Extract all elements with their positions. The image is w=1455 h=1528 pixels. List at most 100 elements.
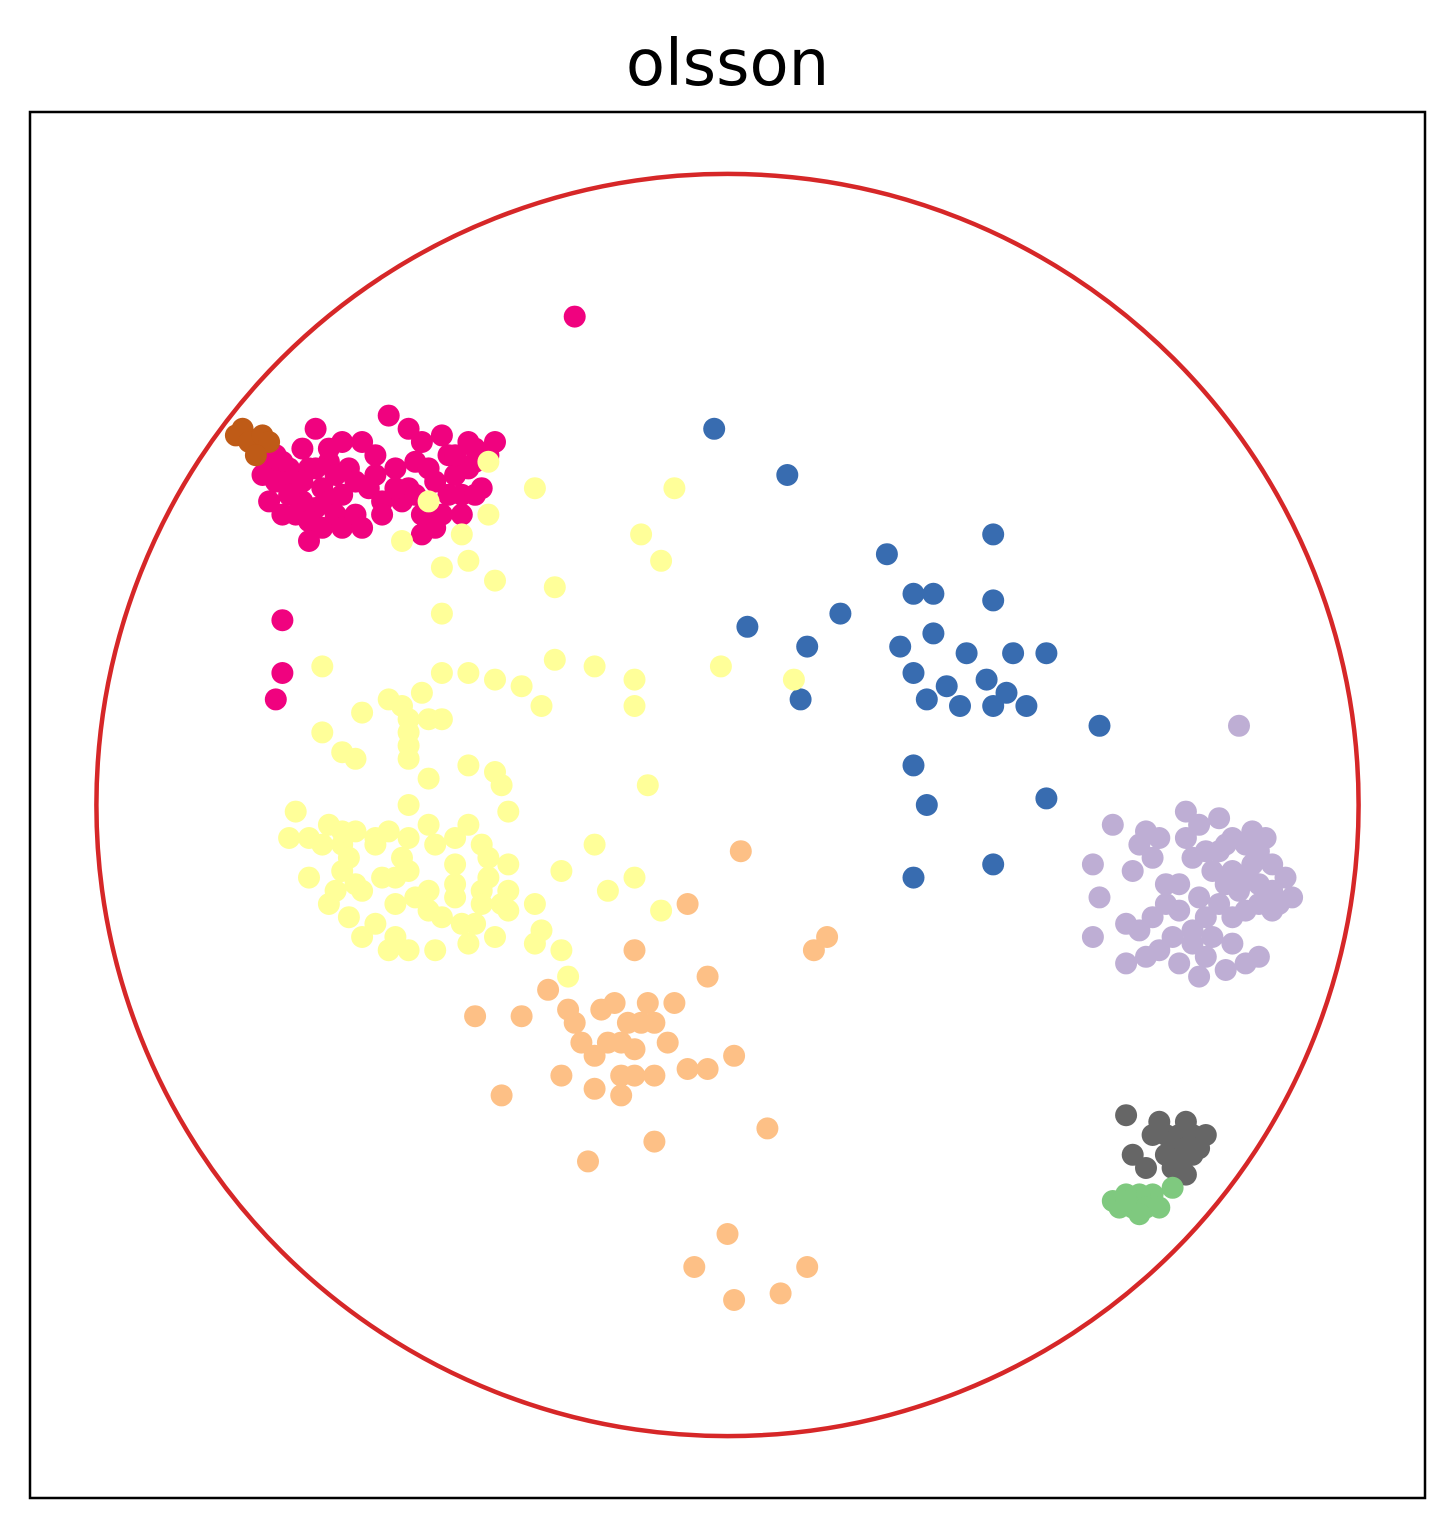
data-point — [583, 1044, 606, 1067]
data-point — [1247, 945, 1270, 968]
data-point — [736, 615, 759, 638]
data-point — [397, 827, 420, 849]
data-point — [410, 681, 433, 704]
data-point — [802, 939, 825, 962]
data-point — [317, 893, 340, 915]
data-point — [523, 893, 546, 915]
data-point — [1081, 926, 1104, 948]
data-point — [457, 431, 480, 453]
data-point — [982, 523, 1005, 546]
data-point — [1188, 965, 1211, 988]
data-point — [1115, 952, 1138, 975]
data-point — [630, 523, 653, 546]
data-point — [543, 648, 566, 671]
data-point — [902, 662, 925, 684]
data-point — [982, 695, 1005, 717]
data-point — [477, 450, 500, 473]
data-point — [1115, 1190, 1138, 1212]
data-point — [1214, 959, 1237, 981]
plot-frame — [28, 110, 1427, 1500]
data-point — [650, 899, 673, 922]
data-point — [1101, 813, 1124, 836]
data-point — [430, 556, 453, 579]
data-point — [789, 688, 812, 711]
data-point — [1081, 853, 1104, 876]
data-point — [344, 747, 367, 770]
data-point — [769, 1282, 792, 1305]
data-point — [1181, 846, 1204, 869]
data-point — [683, 1256, 706, 1278]
data-point — [430, 708, 453, 731]
data-point — [875, 543, 898, 566]
data-point — [484, 569, 506, 592]
data-point — [663, 477, 686, 500]
data-point — [271, 662, 294, 684]
data-point — [756, 1117, 779, 1140]
data-point — [603, 992, 626, 1014]
data-point — [457, 549, 480, 572]
data-point — [384, 866, 407, 889]
data-point — [477, 503, 500, 526]
data-point — [557, 965, 580, 988]
data-point — [1188, 813, 1211, 836]
data-point — [484, 926, 506, 948]
data-point — [311, 655, 334, 678]
data-point — [550, 939, 573, 962]
data-point — [1121, 860, 1144, 882]
data-point — [450, 503, 473, 526]
data-point — [490, 893, 513, 915]
data-point — [1194, 945, 1217, 968]
data-point — [1088, 714, 1111, 737]
data-point — [610, 1031, 633, 1054]
data-point — [244, 444, 267, 467]
data-point — [523, 932, 546, 955]
data-point — [351, 431, 374, 453]
chart-title: olsson — [625, 27, 830, 101]
data-point — [1267, 893, 1290, 915]
data-point — [430, 662, 453, 684]
data-point — [563, 1011, 586, 1034]
data-point — [1188, 886, 1211, 909]
data-point — [610, 1084, 633, 1107]
data-point — [490, 774, 513, 797]
data-point — [636, 774, 659, 797]
data-point — [464, 1005, 487, 1028]
data-point — [523, 477, 546, 500]
data-point — [1154, 873, 1177, 896]
data-point — [430, 906, 453, 929]
data-point — [975, 668, 998, 691]
data-point — [1168, 952, 1191, 975]
data-point — [384, 457, 407, 480]
data-point — [1035, 642, 1058, 665]
data-point — [430, 602, 453, 625]
data-point — [1181, 1143, 1204, 1166]
data-point — [264, 688, 287, 711]
data-point — [397, 939, 420, 962]
data-point — [510, 1005, 533, 1028]
data-point — [543, 576, 566, 599]
data-point — [497, 853, 520, 876]
data-point — [444, 827, 467, 849]
data-point — [716, 1223, 739, 1245]
data-point — [470, 893, 493, 915]
data-point — [1115, 1104, 1138, 1127]
data-point — [537, 978, 560, 1001]
data-point — [337, 846, 360, 869]
data-point — [417, 767, 440, 790]
points-layer — [224, 305, 1304, 1311]
data-point — [457, 932, 480, 955]
data-point — [384, 477, 407, 500]
data-point — [623, 1064, 646, 1087]
data-point — [464, 912, 487, 935]
data-point — [311, 833, 334, 856]
data-point — [424, 833, 447, 856]
data-point — [278, 483, 301, 506]
data-point — [1208, 807, 1231, 830]
data-point — [1015, 695, 1038, 717]
data-point — [696, 965, 719, 988]
data-point — [490, 1084, 513, 1107]
data-point — [1115, 912, 1138, 935]
data-point — [729, 840, 752, 863]
data-point — [410, 523, 433, 546]
